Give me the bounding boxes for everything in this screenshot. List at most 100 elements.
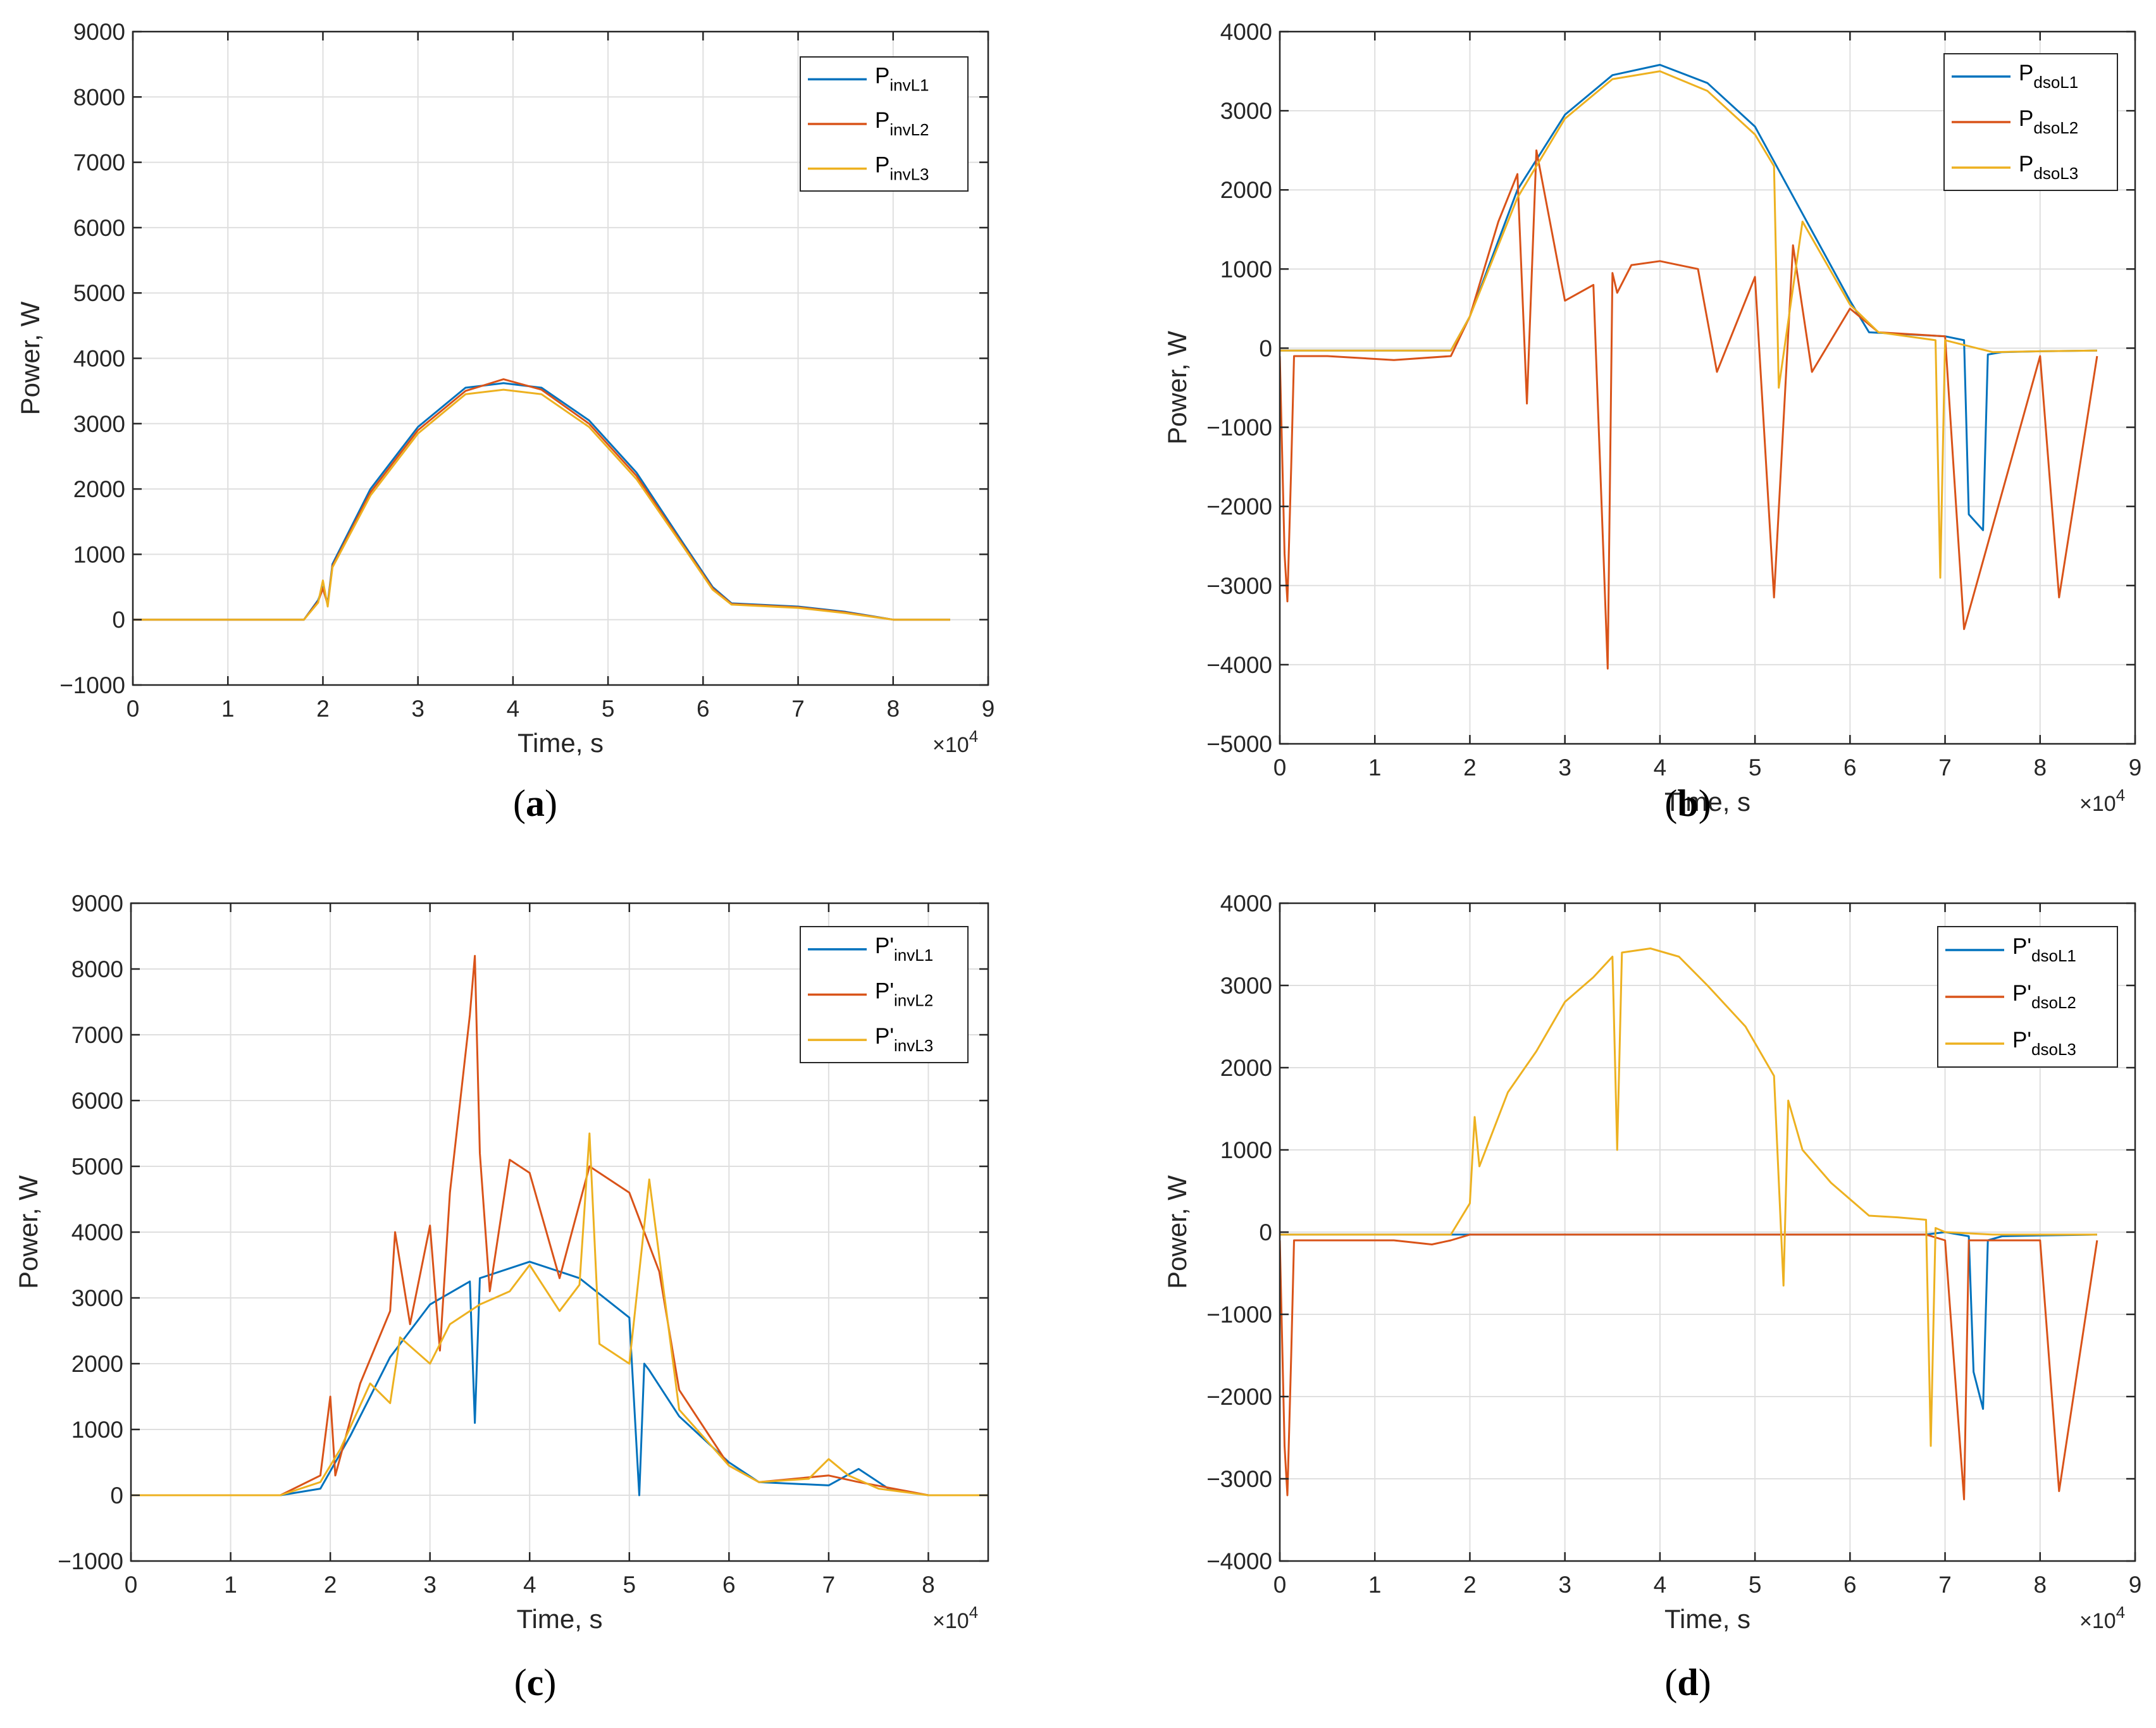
y-tick-label: 8000 [73, 84, 125, 110]
legend-subscript: dsoL1 [2033, 73, 2078, 92]
x-tick-label: 5 [623, 1572, 636, 1598]
y-tick-label: 1000 [73, 541, 125, 567]
panel-caption: (b) [1664, 782, 1711, 824]
y-tick-label: 1000 [1220, 256, 1272, 282]
legend-entry-dsoL3: PdsoL3 [2019, 152, 2078, 183]
legend-subscript: invL2 [894, 991, 933, 1010]
series-line-dsoL3 [1280, 70, 2097, 579]
y-tick-label: −1000 [59, 672, 125, 698]
y-tick-label: 2000 [1220, 1055, 1272, 1081]
series-line-invL2 [133, 378, 950, 621]
series-group [133, 378, 950, 621]
chart-panel-a: 0 1 2 3 4 5 6 7 8 9−10000100020003000400050006000… [15, 19, 994, 824]
x-tick-label: 8 [2033, 1572, 2047, 1598]
series-line-invL1 [131, 1261, 988, 1497]
y-tick-label: −1000 [1206, 1302, 1272, 1328]
y-tick-label: 3000 [71, 1285, 123, 1311]
x-tick-label: 4 [1654, 755, 1667, 781]
series-line-invL3 [133, 388, 950, 621]
legend-subscript: dsoL2 [2031, 993, 2076, 1012]
x-tick-label: 0 [1273, 755, 1287, 781]
series-group [131, 954, 988, 1497]
x-tick-label: 2 [1463, 1572, 1477, 1598]
x-exponent-power: 4 [969, 727, 978, 746]
legend-subscript: dsoL3 [2033, 164, 2078, 183]
x-exponent-power: 4 [2116, 786, 2125, 805]
y-tick-label: −4000 [1206, 1548, 1272, 1574]
y-tick-label: −1000 [58, 1548, 123, 1574]
legend-entry-invL1: PinvL1 [875, 63, 929, 94]
series-line-dsoL1 [1280, 64, 2097, 531]
y-tick-label: 4000 [71, 1219, 123, 1245]
x-tick-label: 6 [697, 696, 710, 722]
x-exponent-label: ×104 [932, 727, 978, 757]
x-exponent-label: ×104 [932, 1603, 978, 1633]
legend-entry-invL2: PinvL2 [875, 108, 929, 139]
y-tick-label: −3000 [1206, 1466, 1272, 1492]
legend-subscript: invL3 [894, 1036, 933, 1055]
legend-subscript: dsoL3 [2031, 1040, 2076, 1059]
x-tick-label: 3 [1558, 755, 1571, 781]
legend-subscript: invL3 [889, 165, 929, 184]
y-tick-label: 6000 [71, 1088, 123, 1114]
y-tick-label: 5000 [71, 1154, 123, 1180]
x-tick-label: 0 [127, 696, 140, 722]
x-exponent-label: ×104 [2079, 786, 2125, 816]
y-tick-label: 1000 [71, 1417, 123, 1443]
x-tick-label: 8 [922, 1572, 935, 1598]
x-exponent-label: ×104 [2079, 1603, 2125, 1633]
legend-entry-invL3: P'invL3 [875, 1024, 933, 1055]
series-line-invL1 [133, 382, 950, 621]
y-tick-label: −5000 [1206, 731, 1272, 757]
x-tick-label: 2 [1463, 755, 1477, 781]
x-tick-label: 6 [1843, 1572, 1857, 1598]
y-axis-label: Power, W [13, 1175, 43, 1289]
legend-entry-dsoL1: PdsoL1 [2019, 61, 2078, 92]
chart-panel-b: 0 1 2 3 4 5 6 7 8 9 −5000 −4000 −3000 −2000 −1000 0 1000… [1162, 19, 2141, 824]
y-tick-label: 1000 [1220, 1137, 1272, 1163]
x-tick-label: 8 [886, 696, 900, 722]
y-tick-label: 0 [1259, 335, 1272, 361]
y-tick-label: 3000 [73, 411, 125, 437]
y-tick-label: 6000 [73, 215, 125, 241]
series-line-invL3 [131, 1132, 988, 1497]
series-line-dsoL1 [1280, 1231, 2097, 1410]
series-group [1280, 947, 2098, 1500]
x-axis-label: Time, s [516, 1604, 602, 1634]
x-tick-label: 2 [316, 696, 330, 722]
x-tick-label: 4 [523, 1572, 536, 1598]
x-tick-label: 4 [507, 696, 520, 722]
y-tick-label: 0 [110, 1483, 123, 1509]
x-tick-label: 3 [1558, 1572, 1571, 1598]
y-tick-label: 8000 [71, 956, 123, 982]
x-axis-label: Time, s [1664, 1604, 1750, 1634]
legend-entry-invL3: PinvL3 [875, 153, 929, 184]
y-tick-label: −2000 [1206, 1384, 1272, 1410]
y-tick-label: 5000 [73, 280, 125, 306]
y-tick-label: 7000 [73, 150, 125, 176]
legend: P'dsoL1 P'dsoL2 P'dsoL3 [1937, 926, 2118, 1068]
y-tick-label: 4000 [73, 346, 125, 372]
y-tick-label: −3000 [1206, 573, 1272, 599]
panel-caption-letter: b [1677, 782, 1698, 824]
x-tick-label: 7 [791, 696, 805, 722]
panel-caption: (a) [513, 782, 557, 824]
legend-entry-dsoL2: P'dsoL2 [2012, 981, 2076, 1012]
y-tick-label: 7000 [71, 1022, 123, 1048]
legend: PinvL1 PinvL2 PinvL3 [800, 56, 969, 192]
y-tick-label: −4000 [1206, 652, 1272, 678]
x-tick-label: 0 [1273, 1572, 1287, 1598]
x-tick-label: 0 [125, 1572, 138, 1598]
y-tick-label: 4000 [1220, 19, 1272, 45]
chart-panel-d: 0 1 2 3 4 5 6 7 8 9 −4000 −3000 −2000 −1000 0 1000 2000 3… [1162, 891, 2141, 1703]
panel-caption-letter: a [526, 782, 545, 824]
y-axis-label: Power, W [1162, 331, 1192, 445]
y-tick-label: 0 [112, 607, 125, 633]
series-line-dsoL2 [1280, 149, 2098, 670]
legend-entry-dsoL1: P'dsoL1 [2012, 934, 2076, 965]
x-tick-label: 7 [822, 1572, 836, 1598]
x-tick-label: 3 [411, 696, 424, 722]
y-tick-label: 3000 [1220, 98, 1272, 124]
x-tick-label: 8 [2033, 755, 2047, 781]
